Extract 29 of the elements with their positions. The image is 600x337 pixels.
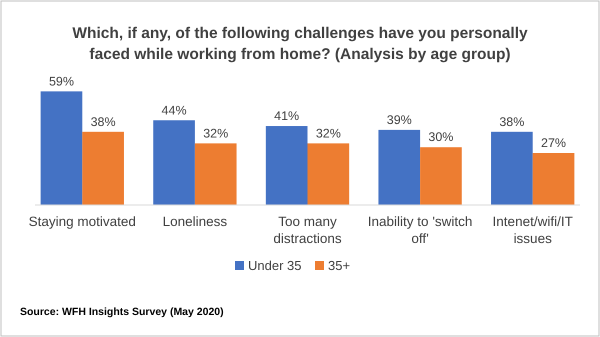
legend-label: Under 35 [248,258,302,273]
data-label: 38% [90,114,116,129]
bar [194,143,237,205]
bar [266,126,308,205]
chart-title: Which, if any, of the following challenges have you personally faced while working from home? (Analysis by age group) [72,25,528,63]
bar [420,147,462,205]
data-label: 38% [499,114,524,129]
data-label: 32% [316,126,341,140]
data-label: 30% [428,130,454,144]
bar [491,132,533,205]
x-tick-label: Intenet/wifi/IT issues [492,214,573,246]
x-tick-label: Staying motivated [28,214,136,229]
bar [153,120,195,205]
data-label: 41% [274,109,300,124]
bar [378,130,420,205]
bar [308,143,350,205]
bar [82,132,124,205]
bar [532,152,574,205]
x-tick-label: Too many distractions [273,214,342,246]
bar [40,91,82,205]
x-tick-label: Loneliness [162,214,228,229]
legend-label: 35+ [328,258,350,273]
data-label: 59% [48,74,74,88]
x-tick-label: Inability to 'switch off' [368,214,472,246]
data-label: 39% [386,112,412,127]
data-label: 32% [203,126,228,140]
data-label: 44% [162,103,187,118]
data-label: 27% [541,136,566,150]
source-note: Source: WFH Insights Survey (May 2020) [20,306,224,318]
